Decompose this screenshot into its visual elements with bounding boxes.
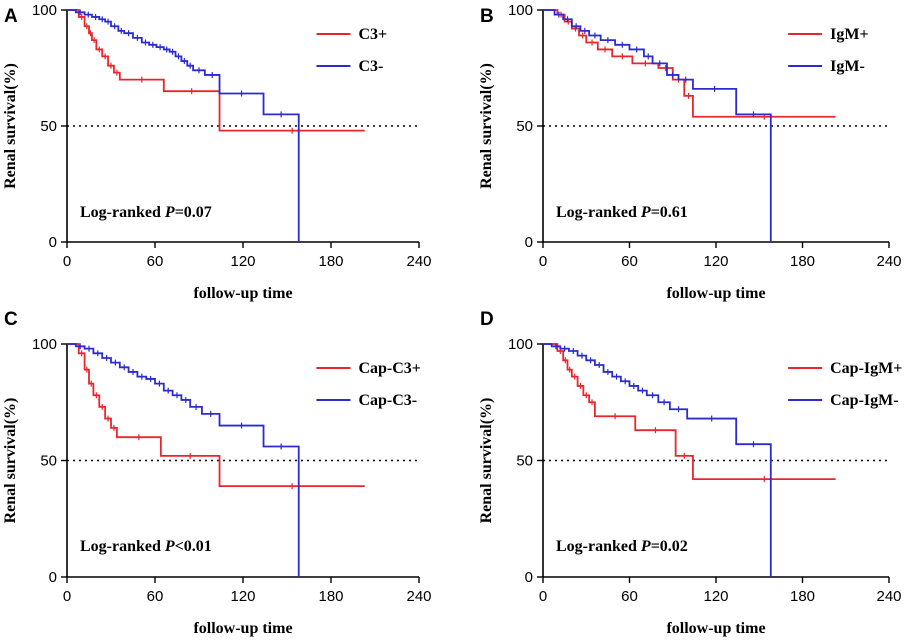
- km-curve-positive: [543, 343, 836, 481]
- x-tick-label: 60: [621, 253, 638, 270]
- x-tick-label: 60: [147, 253, 164, 270]
- y-tick-label: 100: [508, 336, 533, 353]
- y-tick-label: 50: [516, 453, 533, 470]
- x-tick-label: 0: [539, 588, 547, 605]
- x-tick-label: 180: [790, 253, 815, 270]
- legend-label: IgM-: [830, 58, 865, 75]
- y-tick-label: 0: [49, 569, 57, 586]
- x-axis-title: follow-up time: [666, 620, 765, 637]
- x-tick-label: 60: [147, 588, 164, 605]
- chart-panel-b: B 0 60 120 180 240 0 50 100 follow-up time Renal s…: [478, 2, 902, 302]
- y-tick-label: 100: [32, 336, 57, 353]
- x-tick-label: 0: [63, 253, 71, 270]
- x-axis-title: follow-up time: [193, 620, 292, 637]
- logrank-annotation: Log-ranked P=0.07: [80, 204, 212, 221]
- km-curve-positive: [67, 343, 365, 488]
- x-tick-label: 240: [876, 588, 901, 605]
- y-axis-title: Renal survival(%): [478, 398, 495, 524]
- km-curve-negative: [543, 9, 772, 242]
- x-tick-label: 120: [703, 253, 728, 270]
- panel-letter: B: [480, 6, 494, 27]
- panel-letter: D: [480, 309, 494, 330]
- legend-label: C3-: [358, 58, 383, 75]
- logrank-annotation: Log-ranked P<0.01: [80, 538, 212, 555]
- y-tick-label: 50: [516, 118, 533, 135]
- km-curve-negative: [67, 9, 300, 242]
- km-curve-negative: [543, 343, 772, 577]
- chart-panel-a: A 0 60 120 180 240 0 50 100 follow-up time Renal s…: [2, 2, 432, 302]
- panel-letter: C: [4, 309, 18, 330]
- panel-letter: A: [4, 6, 18, 27]
- x-tick-label: 60: [621, 588, 638, 605]
- x-tick-label: 240: [406, 253, 431, 270]
- legend-label: Cap-C3-: [358, 392, 417, 409]
- logrank-annotation: Log-ranked P=0.02: [556, 538, 688, 555]
- x-tick-label: 120: [230, 588, 255, 605]
- x-axis-title: follow-up time: [193, 285, 292, 302]
- y-tick-label: 0: [525, 569, 533, 586]
- km-curve-positive: [67, 9, 365, 132]
- y-axis-title: Renal survival(%): [2, 398, 19, 524]
- x-tick-label: 180: [318, 588, 343, 605]
- km-curve-negative: [67, 343, 300, 577]
- chart-panel-d: D 0 60 120 180 240 0 50 100 follow-up time Renal s…: [478, 309, 902, 637]
- y-tick-label: 50: [40, 453, 57, 470]
- y-tick-label: 100: [508, 2, 533, 19]
- x-tick-label: 120: [703, 588, 728, 605]
- x-tick-label: 240: [876, 253, 901, 270]
- x-tick-label: 180: [790, 588, 815, 605]
- km-curve-positive: [543, 9, 836, 118]
- legend-label: C3+: [358, 26, 387, 43]
- y-tick-label: 0: [49, 234, 57, 251]
- x-tick-label: 240: [406, 588, 431, 605]
- x-axis-title: follow-up time: [666, 285, 765, 302]
- legend-label: Cap-IgM+: [830, 360, 902, 377]
- x-tick-label: 0: [539, 253, 547, 270]
- legend-label: Cap-IgM-: [830, 392, 898, 409]
- y-axis-title: Renal survival(%): [2, 63, 19, 189]
- x-tick-label: 0: [63, 588, 71, 605]
- y-tick-label: 100: [32, 2, 57, 19]
- y-axis-title: Renal survival(%): [478, 63, 495, 189]
- x-tick-label: 120: [230, 253, 255, 270]
- y-tick-label: 50: [40, 118, 57, 135]
- y-tick-label: 0: [525, 234, 533, 251]
- logrank-annotation: Log-ranked P=0.61: [556, 204, 688, 221]
- x-tick-label: 180: [318, 253, 343, 270]
- legend-label: IgM+: [830, 26, 868, 43]
- chart-panel-c: C 0 60 120 180 240 0 50 100 follow-up time Renal s…: [2, 309, 432, 637]
- legend-label: Cap-C3+: [358, 360, 420, 377]
